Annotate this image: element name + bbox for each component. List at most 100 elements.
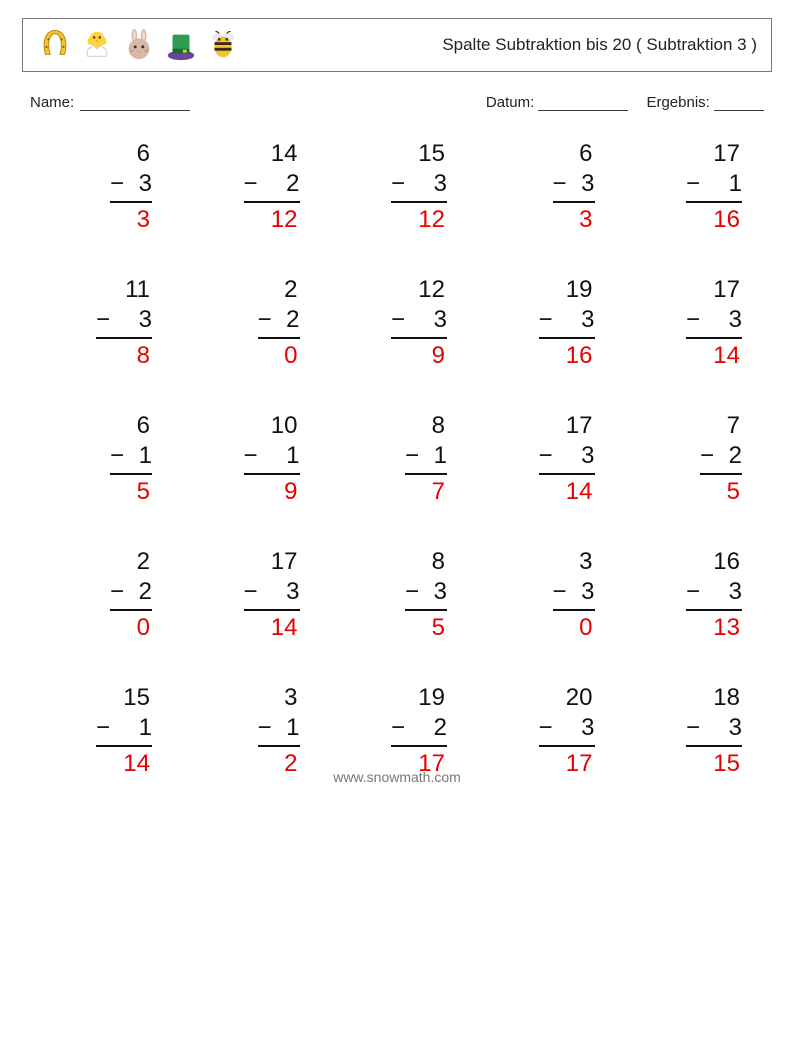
subtrahend-row: −3 — [539, 441, 595, 475]
minuend: 14 — [271, 139, 300, 169]
minus-sign: − — [110, 441, 124, 471]
subtrahend: 3 — [434, 169, 447, 199]
subtrahend: 3 — [581, 441, 594, 471]
horseshoe-icon — [37, 27, 73, 63]
subtraction-problem: 14−212 — [200, 139, 300, 235]
answer: 0 — [579, 611, 594, 643]
answer: 5 — [727, 475, 742, 507]
subtraction-problem: 17−314 — [642, 275, 742, 371]
subtrahend: 1 — [139, 441, 152, 471]
subtraction-problem: 19−217 — [347, 683, 447, 779]
minus-sign: − — [553, 169, 567, 199]
minuend: 17 — [566, 411, 595, 441]
subtraction-problem: 16−313 — [642, 547, 742, 643]
subtraction-problem: 10−19 — [200, 411, 300, 507]
answer: 14 — [566, 475, 595, 507]
minuend: 17 — [713, 275, 742, 305]
answer: 9 — [432, 339, 447, 371]
subtrahend: 1 — [434, 441, 447, 471]
subtrahend-row: −3 — [539, 713, 595, 747]
minus-sign: − — [686, 713, 700, 743]
subtrahend: 3 — [729, 713, 742, 743]
minus-sign: − — [244, 577, 258, 607]
minus-sign: − — [686, 577, 700, 607]
subtrahend-row: −1 — [686, 169, 742, 203]
subtrahend: 2 — [286, 305, 299, 335]
answer: 16 — [713, 203, 742, 235]
minuend: 19 — [566, 275, 595, 305]
minuend: 6 — [579, 139, 594, 169]
subtraction-problem: 8−35 — [347, 547, 447, 643]
minus-sign: − — [539, 713, 553, 743]
subtraction-problem: 12−39 — [347, 275, 447, 371]
minuend: 8 — [432, 547, 447, 577]
worksheet-page: Spalte Subtraktion bis 20 ( Subtraktion … — [0, 0, 794, 799]
minuend: 15 — [123, 683, 152, 713]
minus-sign: − — [391, 713, 405, 743]
subtraction-problem: 15−114 — [52, 683, 152, 779]
subtraction-problem: 17−3 14 — [200, 547, 300, 643]
subtrahend-row: −2 — [110, 577, 152, 611]
result-label: Ergebnis: — [646, 94, 709, 111]
minus-sign: − — [110, 577, 124, 607]
minus-sign: − — [244, 169, 258, 199]
subtrahend-row: −3 — [686, 577, 742, 611]
minus-sign: − — [539, 305, 553, 335]
answer: 3 — [579, 203, 594, 235]
subtraction-problem: 6−33 — [52, 139, 152, 235]
minus-sign: − — [686, 305, 700, 335]
minuend: 17 — [271, 547, 300, 577]
subtrahend: 3 — [434, 305, 447, 335]
answer: 14 — [271, 611, 300, 643]
subtrahend: 1 — [286, 713, 299, 743]
subtraction-problem: 20−317 — [495, 683, 595, 779]
minus-sign: − — [700, 441, 714, 471]
subtrahend: 1 — [286, 441, 299, 471]
subtrahend: 3 — [286, 577, 299, 607]
subtrahend-row: −2 — [258, 305, 300, 339]
subtrahend: 3 — [581, 305, 594, 335]
minuend: 20 — [566, 683, 595, 713]
minuend: 15 — [418, 139, 447, 169]
subtrahend-row: −3 — [686, 305, 742, 339]
subtrahend: 1 — [139, 713, 152, 743]
footer-url: www.snowmath.com — [0, 769, 794, 785]
minuend: 12 — [418, 275, 447, 305]
answer: 5 — [137, 475, 152, 507]
minus-sign: − — [553, 577, 567, 607]
minus-sign: − — [110, 169, 124, 199]
subtrahend-row: −3 — [539, 305, 595, 339]
name-blank[interactable] — [80, 95, 190, 111]
date-label: Datum: — [486, 94, 534, 111]
subtrahend-row: −2 — [700, 441, 742, 475]
subtraction-problem: 8−17 — [347, 411, 447, 507]
subtrahend: 2 — [729, 441, 742, 471]
subtrahend-row: −1 — [244, 441, 300, 475]
subtrahend: 2 — [139, 577, 152, 607]
subtraction-problem: 7−25 — [642, 411, 742, 507]
subtrahend-row: −3 — [110, 169, 152, 203]
subtrahend: 3 — [729, 305, 742, 335]
minus-sign: − — [244, 441, 258, 471]
subtrahend: 3 — [139, 305, 152, 335]
answer: 5 — [432, 611, 447, 643]
subtrahend-row: −3 — [553, 169, 595, 203]
minus-sign: − — [258, 713, 272, 743]
problem-row: 6−3314−21215−3126−3317−116 — [52, 139, 742, 235]
minuend: 2 — [284, 275, 299, 305]
subtrahend-row: −3 — [391, 305, 447, 339]
subtraction-problem: 3−12 — [200, 683, 300, 779]
minuend: 3 — [579, 547, 594, 577]
subtraction-problem: 15−312 — [347, 139, 447, 235]
subtraction-problem: 3−30 — [495, 547, 595, 643]
subtrahend: 2 — [434, 713, 447, 743]
subtrahend-row: −1 — [405, 441, 447, 475]
answer: 0 — [284, 339, 299, 371]
subtrahend-row: −1 — [258, 713, 300, 747]
result-blank[interactable] — [714, 95, 764, 111]
minuend: 6 — [137, 411, 152, 441]
answer: 12 — [418, 203, 447, 235]
date-blank[interactable] — [538, 95, 628, 111]
minus-sign: − — [258, 305, 272, 335]
subtrahend: 3 — [729, 577, 742, 607]
